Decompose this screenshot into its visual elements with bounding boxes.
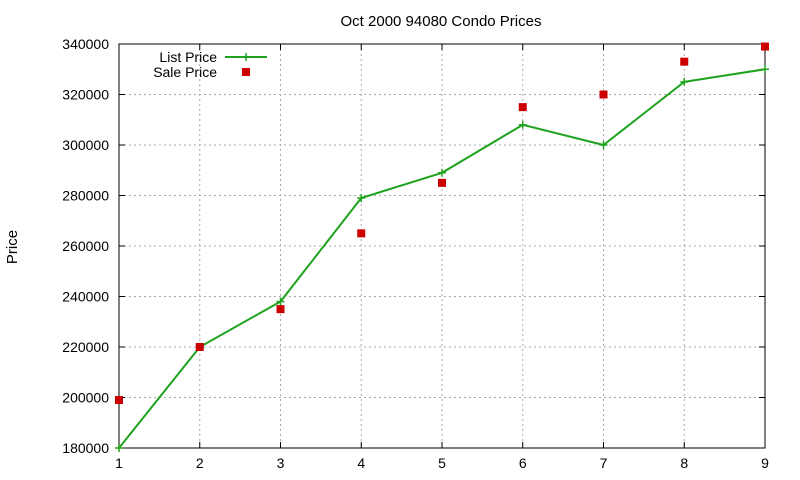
y-tick-label: 180000 (62, 440, 109, 456)
sale-price-point (276, 305, 285, 314)
tick-labels: 1 2 3 4 5 6 7 8 9 180000 200000 220000 240000 260000 2… (62, 36, 769, 471)
list-price-point (438, 168, 446, 177)
list-price-point (518, 120, 527, 129)
sale-price-point (438, 178, 446, 187)
series-layer (115, 42, 769, 452)
x-tick-label: 2 (196, 455, 204, 471)
x-tick-label: 9 (761, 455, 769, 471)
legend-square-swatch (242, 68, 250, 76)
x-tick-label: 1 (115, 455, 123, 471)
sale-price-point (518, 103, 527, 112)
series-list-price (115, 65, 769, 452)
list-price-point (680, 77, 689, 86)
x-tick-label: 3 (277, 455, 285, 471)
legend-label: Sale Price (153, 64, 217, 80)
y-axis-label: Price (4, 230, 21, 264)
x-tick-label: 6 (519, 455, 527, 471)
sale-price-point (115, 396, 123, 405)
sale-price-point (761, 42, 769, 51)
y-tick-label: 340000 (62, 36, 109, 52)
y-tick-label: 240000 (62, 289, 109, 305)
y-tick-label: 200000 (62, 390, 109, 406)
sale-price-point (357, 229, 366, 238)
y-tick-label: 300000 (62, 137, 109, 153)
legend-plus-marker (242, 53, 250, 61)
x-tick-label: 8 (680, 455, 688, 471)
x-tick-label: 7 (600, 455, 608, 471)
list-price-point (761, 65, 769, 74)
y-tick-label: 280000 (62, 188, 109, 204)
list-price-point (357, 194, 366, 203)
list-price-point (115, 444, 123, 452)
list-price-point (599, 141, 608, 149)
legend-label: List Price (159, 49, 217, 65)
chart-title: Oct 2000 94080 Condo Prices (341, 13, 542, 30)
y-tick-label: 320000 (62, 87, 109, 103)
x-tick-label: 4 (357, 455, 365, 471)
axes (118, 43, 766, 449)
sale-price-point (680, 57, 689, 66)
list-price-line (118, 68, 766, 449)
list-price-point (276, 297, 285, 306)
sale-price-point (195, 343, 204, 351)
series-sale-price (115, 42, 769, 405)
sale-price-point (599, 90, 608, 99)
x-tick-label: 5 (438, 455, 446, 471)
y-tick-label: 260000 (62, 238, 109, 254)
grid-lines (119, 44, 765, 448)
y-tick-label: 220000 (62, 339, 109, 355)
